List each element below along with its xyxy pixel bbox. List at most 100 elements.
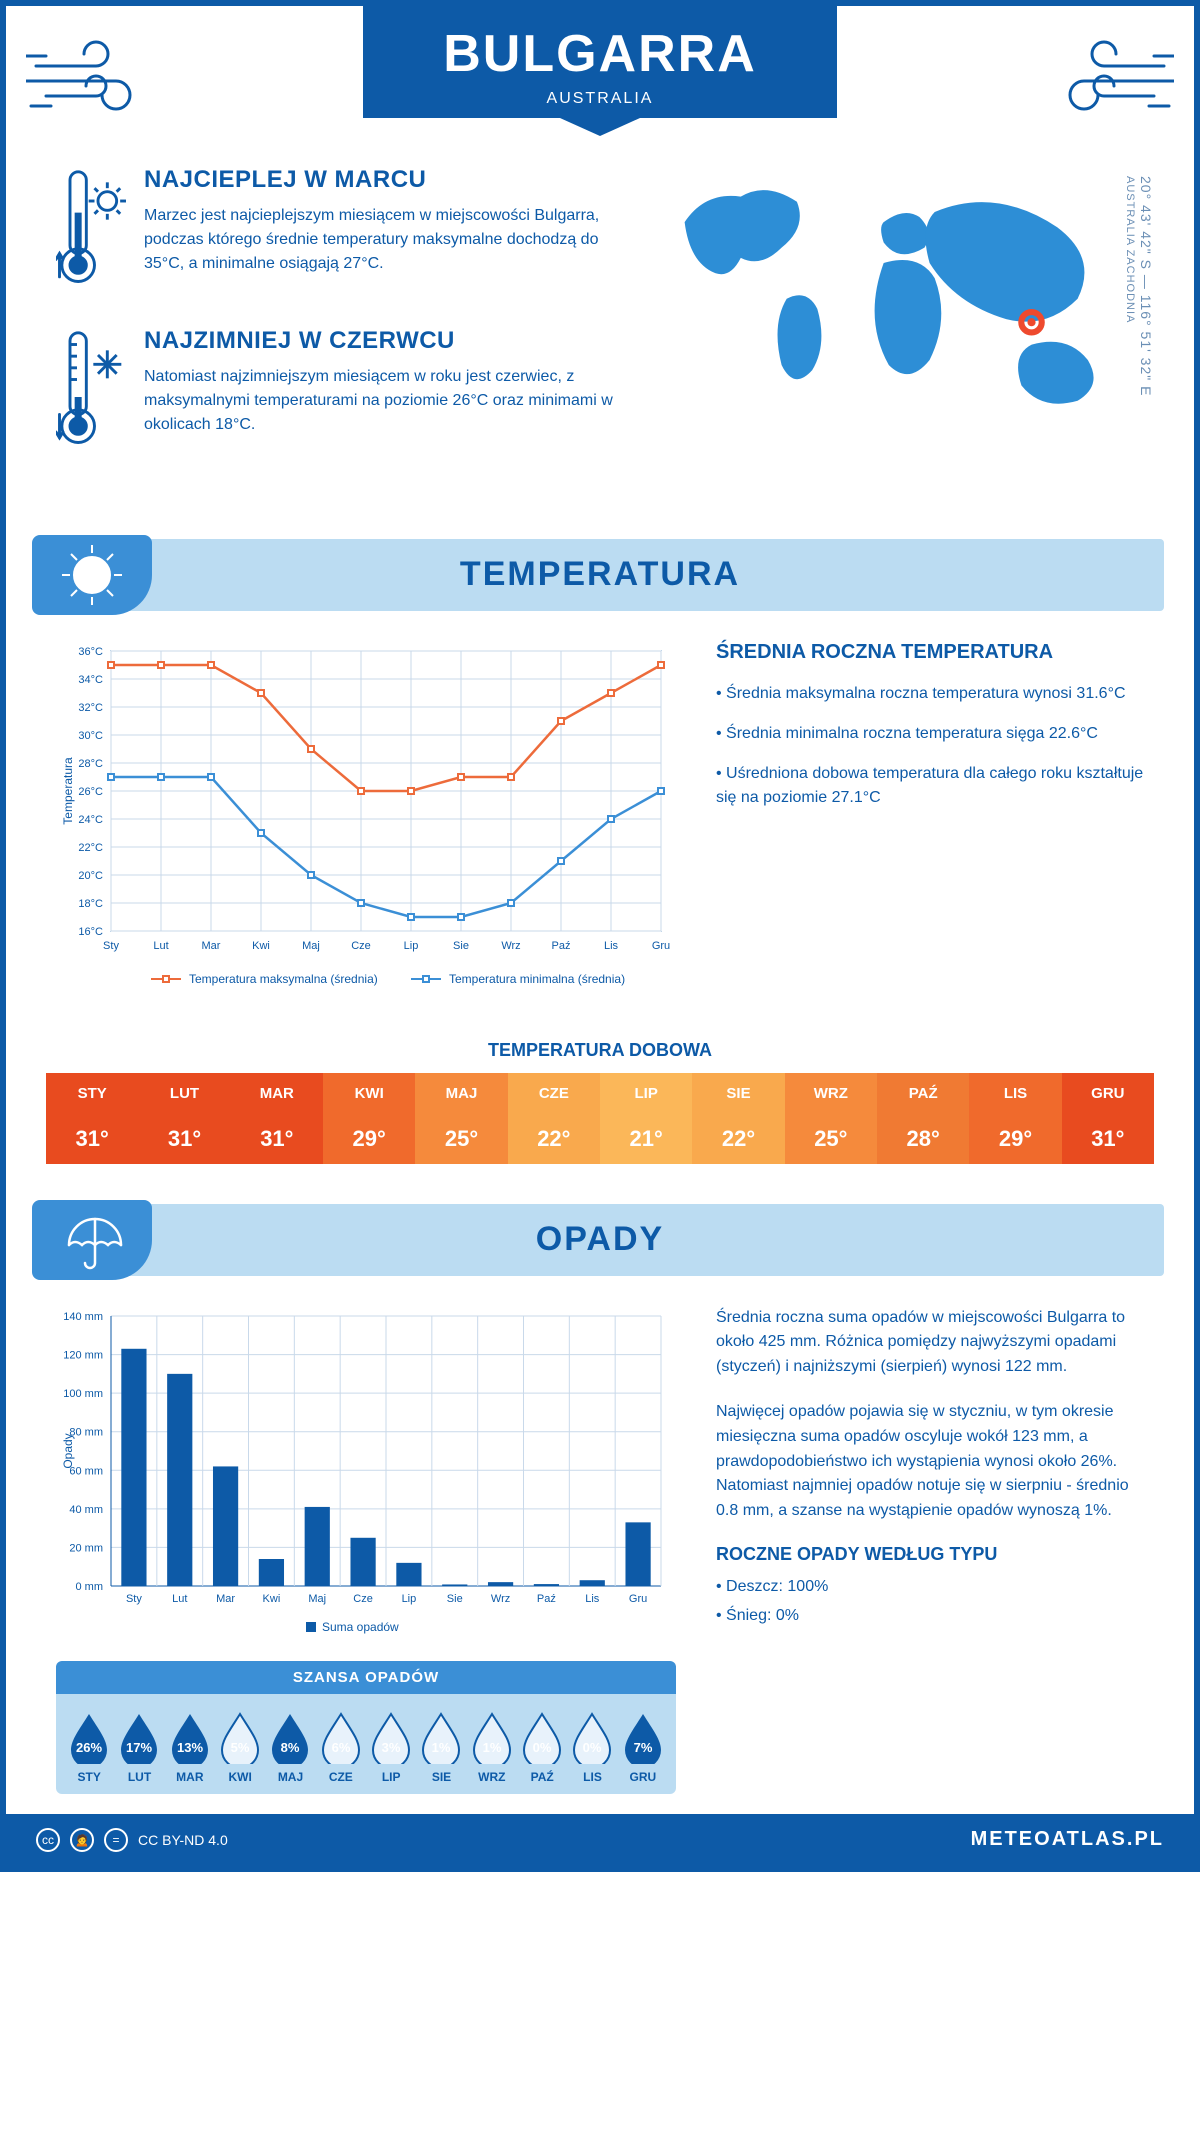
wind-decoration-left: [6, 6, 206, 136]
svg-text:Gru: Gru: [629, 1593, 647, 1605]
chance-month: LUT: [114, 1770, 164, 1784]
precip-types-title: ROCZNE OPADY WEDŁUG TYPU: [716, 1544, 1144, 1565]
temp-stat-line: • Średnia maksymalna roczna temperatura …: [716, 682, 1144, 706]
wind-decoration-right: [994, 6, 1194, 136]
precip-type-line: • Śnieg: 0%: [716, 1604, 1144, 1629]
chance-cell: 8% MAJ: [265, 1712, 315, 1784]
svg-text:Mar: Mar: [202, 940, 221, 952]
svg-text:20 mm: 20 mm: [69, 1542, 103, 1554]
svg-text:22°C: 22°C: [78, 842, 103, 854]
svg-text:3%: 3%: [382, 1740, 401, 1755]
chance-month: MAJ: [265, 1770, 315, 1784]
svg-text:Lip: Lip: [402, 1593, 417, 1605]
svg-text:24°C: 24°C: [78, 814, 103, 826]
svg-text:5%: 5%: [231, 1740, 250, 1755]
precip-bar-chart: 0 mm20 mm40 mm60 mm80 mm100 mm120 mm140 …: [56, 1306, 676, 1646]
coords-line2: AUSTRALIA ZACHODNIA: [1124, 176, 1136, 323]
chance-cell: 26%STY: [64, 1712, 114, 1784]
chance-cell: 6%CZE: [316, 1712, 366, 1784]
svg-text:Sie: Sie: [453, 940, 469, 952]
daily-temp-value: 29°: [323, 1114, 415, 1164]
temperature-chart-container: 16°C18°C20°C22°C24°C26°C28°C30°C32°C34°C…: [56, 641, 676, 1006]
brand-label: METEOATLAS.PL: [971, 1828, 1164, 1851]
coldest-text: Natomiast najzimniejszym miesiącem w rok…: [144, 365, 624, 437]
license-text: CC BY-ND 4.0: [138, 1832, 228, 1848]
daily-temp-value: 21°: [600, 1114, 692, 1164]
page-title: BULGARRA: [443, 24, 757, 84]
umbrella-icon: [32, 1200, 152, 1280]
daily-temp-value: 31°: [138, 1114, 230, 1164]
svg-text:Gru: Gru: [652, 940, 670, 952]
daily-month-header: LIP: [600, 1073, 692, 1114]
chance-month: KWI: [215, 1770, 265, 1784]
sun-icon: [32, 535, 152, 615]
daily-month-header: SIE: [692, 1073, 784, 1114]
chance-title: SZANSA OPADÓW: [56, 1661, 676, 1694]
svg-text:40 mm: 40 mm: [69, 1504, 103, 1516]
page: BULGARRA AUSTRALIA: [0, 0, 1200, 1872]
svg-text:Temperatura: Temperatura: [61, 757, 75, 825]
precip-stats: Średnia roczna suma opadów w miejscowośc…: [716, 1306, 1144, 1794]
daily-temp-value: 25°: [415, 1114, 507, 1164]
daily-temp-title: TEMPERATURA DOBOWA: [6, 1040, 1194, 1061]
world-map-panel: 20° 43' 42" S — 116° 51' 32" E AUSTRALIA…: [654, 166, 1144, 489]
chance-month: SIE: [416, 1770, 466, 1784]
precip-section-header: OPADY: [36, 1204, 1164, 1276]
svg-text:Maj: Maj: [308, 1593, 326, 1605]
svg-text:Wrz: Wrz: [491, 1593, 510, 1605]
svg-text:Kwi: Kwi: [252, 940, 270, 952]
svg-text:100 mm: 100 mm: [63, 1388, 103, 1400]
chance-cell: 7%GRU: [618, 1712, 668, 1784]
svg-text:Paź: Paź: [552, 940, 571, 952]
svg-text:20°C: 20°C: [78, 870, 103, 882]
svg-text:13%: 13%: [177, 1740, 203, 1755]
svg-text:8%: 8%: [281, 1740, 300, 1755]
daily-month-header: GRU: [1062, 1073, 1154, 1114]
precip-heading: OPADY: [536, 1220, 664, 1259]
coldest-block: NAJZIMNIEJ W CZERWCU Natomiast najzimnie…: [56, 327, 624, 460]
svg-text:Lip: Lip: [404, 940, 419, 952]
svg-text:Wrz: Wrz: [501, 940, 520, 952]
daily-month-header: MAJ: [415, 1073, 507, 1114]
precip-para2: Najwięcej opadów pojawia się w styczniu,…: [716, 1400, 1144, 1524]
temp-stat-line: • Uśredniona dobowa temperatura dla całe…: [716, 762, 1144, 810]
chance-cell: 3% LIP: [366, 1712, 416, 1784]
by-icon: 🙍: [70, 1828, 94, 1852]
precip-chart-container: 0 mm20 mm40 mm60 mm80 mm100 mm120 mm140 …: [56, 1306, 676, 1794]
svg-text:Lut: Lut: [172, 1593, 187, 1605]
svg-text:6%: 6%: [331, 1740, 350, 1755]
temperature-heading: TEMPERATURA: [460, 555, 740, 594]
daily-temp-value: 22°: [692, 1114, 784, 1164]
svg-text:Sty: Sty: [126, 1593, 142, 1605]
world-map: [654, 166, 1144, 431]
chance-grid: 26%STY17%LUT13%MAR5%KWI8%MAJ6%CZE3%LIP1%…: [56, 1694, 676, 1794]
daily-temp-value: 28°: [877, 1114, 969, 1164]
chance-month: LIP: [366, 1770, 416, 1784]
svg-text:28°C: 28°C: [78, 758, 103, 770]
svg-text:Lut: Lut: [153, 940, 168, 952]
daily-month-header: KWI: [323, 1073, 415, 1114]
coldest-title: NAJZIMNIEJ W CZERWCU: [144, 327, 624, 355]
temperature-stats: ŚREDNIA ROCZNA TEMPERATURA • Średnia mak…: [716, 641, 1144, 1006]
intro-text-column: NAJCIEPLEJ W MARCU Marzec jest najcieple…: [56, 166, 624, 489]
svg-text:Paź: Paź: [537, 1593, 556, 1605]
svg-text:26%: 26%: [76, 1740, 102, 1755]
coords-line1: 20° 43' 42" S — 116° 51' 32" E: [1138, 176, 1154, 396]
chance-month: PAŹ: [517, 1770, 567, 1784]
chance-month: GRU: [618, 1770, 668, 1784]
svg-text:0%: 0%: [583, 1740, 602, 1755]
footer: cc 🙍 = CC BY-ND 4.0 METEOATLAS.PL: [6, 1814, 1194, 1866]
chance-month: LIS: [567, 1770, 617, 1784]
svg-text:Cze: Cze: [353, 1593, 373, 1605]
header: BULGARRA AUSTRALIA: [6, 6, 1194, 136]
title-ribbon: BULGARRA AUSTRALIA: [363, 6, 837, 118]
temp-stats-title: ŚREDNIA ROCZNA TEMPERATURA: [716, 641, 1144, 664]
svg-text:120 mm: 120 mm: [63, 1349, 103, 1361]
svg-text:Sty: Sty: [103, 940, 119, 952]
daily-month-header: STY: [46, 1073, 138, 1114]
svg-text:16°C: 16°C: [78, 926, 103, 938]
svg-text:Sie: Sie: [447, 1593, 463, 1605]
nd-icon: =: [104, 1828, 128, 1852]
daily-month-header: CZE: [508, 1073, 600, 1114]
svg-text:Lis: Lis: [585, 1593, 600, 1605]
